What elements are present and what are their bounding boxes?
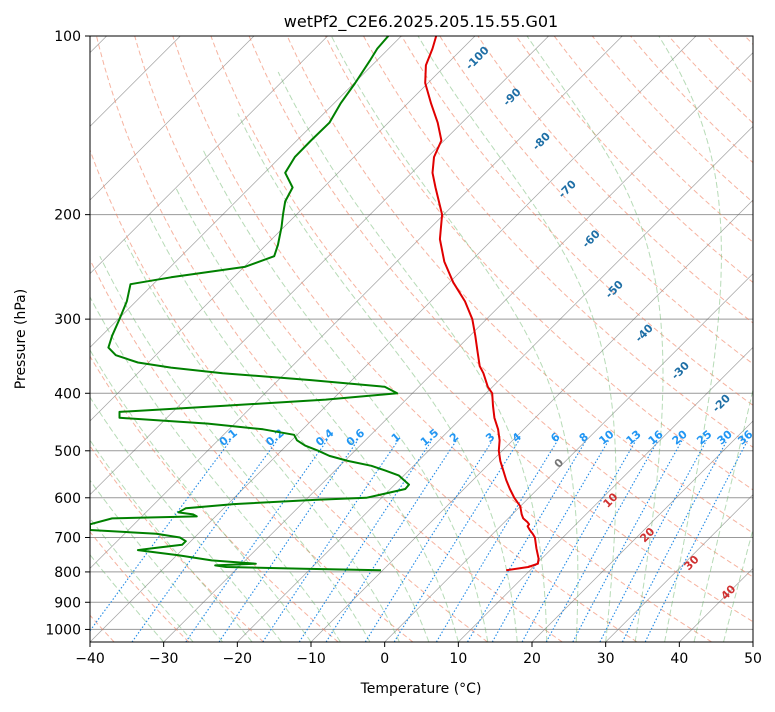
- x-axis-title: Temperature (°C): [360, 681, 482, 697]
- mixing-ratio-label: 0.6: [344, 426, 368, 449]
- dry-adiabat-label: -50: [603, 278, 626, 301]
- dry-adiabat-label: -20: [710, 391, 733, 414]
- mixing-ratio-line: [326, 440, 456, 642]
- mixing-ratio-label: 8: [577, 430, 591, 445]
- plot-frame: [90, 36, 753, 642]
- dry-adiabat-line: [20, 36, 413, 642]
- mixing-ratio-line: [186, 440, 327, 642]
- isotherm-line: [0, 36, 475, 642]
- moist-adiabat-line: [12, 351, 223, 642]
- dry-adiabat-label: -70: [556, 177, 579, 200]
- y-tick-label: 300: [54, 312, 81, 328]
- y-tick-label: 600: [54, 491, 81, 507]
- mixing-ratio-label: 30: [715, 427, 735, 447]
- moist-adiabat-line: [331, 36, 578, 642]
- dry-adiabat-label: -30: [669, 359, 692, 382]
- x-tick-label: 30: [597, 651, 615, 667]
- x-tick-label: −30: [149, 651, 179, 667]
- moist-adiabat-line: [724, 36, 775, 642]
- moist-adiabat-label: 20: [637, 525, 657, 545]
- mixing-ratio-label: 0.4: [313, 426, 337, 449]
- y-tick-label: 700: [54, 531, 81, 547]
- y-tick-label: 1000: [45, 622, 81, 638]
- y-axis-title: Pressure (hPa): [13, 289, 29, 389]
- x-tick-label: 50: [744, 651, 762, 667]
- x-tick-label: −10: [296, 651, 326, 667]
- y-tick-label: 500: [54, 444, 81, 460]
- mixing-ratio-label: 25: [694, 428, 714, 448]
- mixing-ratio-label: 20: [670, 427, 690, 447]
- isotherm-line: [237, 36, 775, 642]
- mixing-ratio-label: 13: [624, 428, 644, 448]
- dry-adiabat-line: [173, 36, 712, 642]
- chart-title: wetPf2_C2E6.2025.205.15.55.G01: [284, 12, 558, 32]
- isotherm-line: [90, 36, 696, 642]
- y-tick-label: 800: [54, 565, 81, 581]
- dry-adiabat-line: [0, 36, 338, 642]
- moist-adiabat-line: [149, 215, 429, 642]
- moist-adiabat-line: [694, 36, 775, 642]
- isotherm-line: [679, 36, 775, 642]
- x-tick-label: 20: [523, 651, 541, 667]
- dry-adiabat-line: [478, 36, 775, 642]
- y-tick-label: 100: [54, 29, 81, 45]
- dry-adiabat-line: [554, 36, 775, 642]
- dry-adiabat-line: [745, 36, 775, 642]
- moist-adiabat-line: [418, 36, 616, 642]
- mixing-ratio-label: 10: [596, 427, 616, 447]
- dry-adiabat-label: -60: [580, 227, 603, 250]
- x-tick-label: −20: [223, 651, 253, 667]
- dry-adiabat-line: [0, 36, 264, 642]
- x-tick-label: 0: [380, 651, 389, 667]
- isotherm-line: [311, 36, 775, 642]
- mixing-ratio-label: 1: [389, 430, 403, 445]
- mixing-ratio-line: [546, 440, 658, 642]
- x-tick-label: 40: [670, 651, 688, 667]
- y-tick-label: 900: [54, 595, 81, 611]
- isotherm-line: [532, 36, 775, 642]
- mixing-ratio-label: 1.5: [418, 426, 441, 448]
- dewpoint-profile-line: [90, 36, 409, 570]
- mixing-ratio-line: [394, 440, 519, 642]
- dry-adiabat-label: -100: [463, 44, 492, 73]
- dry-adiabat-line: [707, 36, 775, 642]
- y-tick-label: 400: [54, 386, 81, 402]
- mixing-ratio-line: [82, 440, 231, 642]
- mixing-ratio-label: 3: [483, 430, 497, 445]
- mixing-ratio-line: [622, 440, 727, 642]
- isotherm-line: [0, 36, 401, 642]
- y-tick-label: 200: [54, 208, 81, 224]
- isotherm-line: [753, 36, 775, 642]
- mixing-ratio-label: 16: [646, 428, 666, 448]
- dry-adiabat-line: [669, 36, 775, 642]
- moist-adiabat-label: 0: [552, 456, 567, 471]
- mixing-ratio-line: [573, 440, 682, 642]
- dry-adiabat-label: -90: [500, 85, 523, 108]
- isotherm-line: [606, 36, 775, 642]
- x-tick-label: 10: [449, 651, 467, 667]
- mixing-ratio-line: [436, 440, 557, 642]
- moist-adiabat-line: [80, 277, 341, 642]
- isotherm-line: [0, 36, 328, 642]
- mixing-ratio-line: [492, 440, 608, 642]
- moist-adiabat-line: [0, 383, 164, 642]
- dry-adiabat-label: -40: [633, 321, 656, 344]
- x-tick-label: −40: [75, 651, 105, 667]
- mixing-ratio-line: [645, 440, 748, 642]
- mixing-ratio-label: 0.1: [217, 426, 240, 448]
- isotherm-line: [164, 36, 770, 642]
- dry-adiabat-line: [364, 36, 775, 642]
- isotherm-line: [0, 36, 254, 642]
- isotherm-line: [458, 36, 775, 642]
- moist-adiabat-label: 30: [682, 553, 702, 573]
- isotherm-line: [16, 36, 622, 642]
- mixing-ratio-label: 4: [510, 430, 524, 445]
- moist-adiabat-line: [278, 72, 547, 642]
- moist-adiabat-label: 10: [601, 490, 621, 510]
- dry-adiabat-label: -80: [530, 130, 553, 153]
- dry-adiabat-label: -10: [755, 420, 775, 443]
- moist-adiabat-line: [62, 297, 312, 642]
